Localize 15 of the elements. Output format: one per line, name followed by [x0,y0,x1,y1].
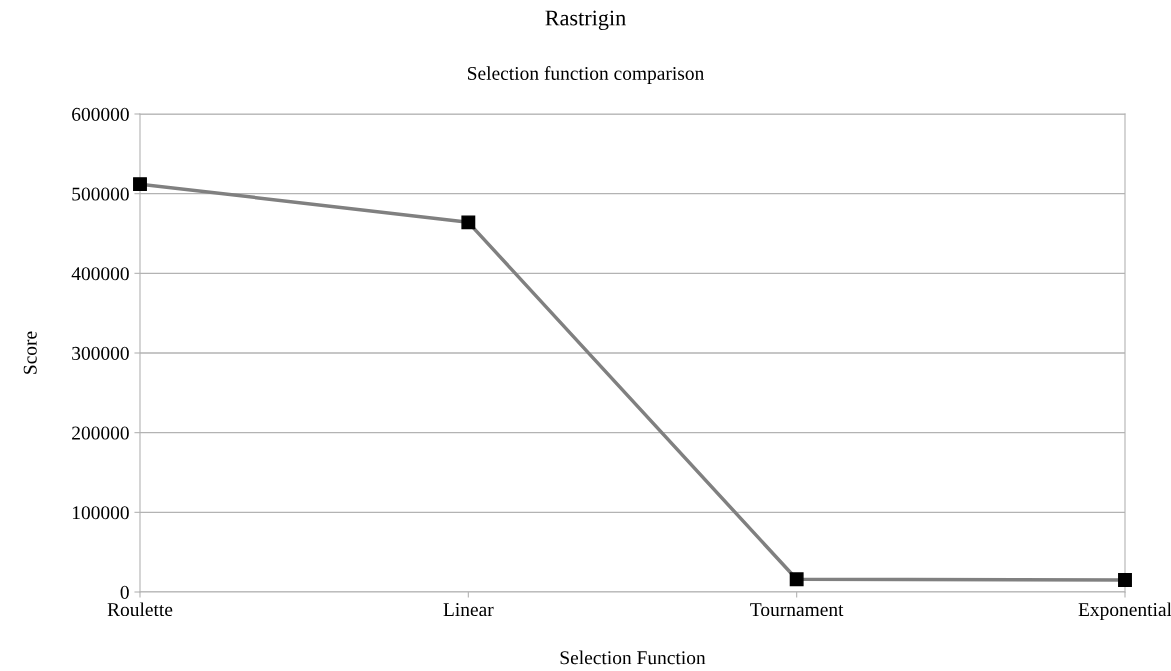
y-tick-label: 300000 [72,346,129,360]
x-tick-label: Roulette [107,602,173,617]
y-axis-title: Score [23,331,37,374]
y-tick-label: 500000 [72,187,129,201]
y-tick-label: 0 [120,585,129,599]
y-tick-label: 400000 [71,267,129,281]
x-axis-title: Selection Function [560,650,706,665]
y-tick-label: 600000 [72,107,129,121]
x-tick-label: Tournament [750,603,844,617]
x-tick-label: Exponential [1078,602,1171,621]
y-tick-label: 200000 [72,426,129,440]
chart-title: Rastrigin [545,10,626,31]
chart-subtitle: Selection function comparison [468,66,704,84]
y-tick-label: 100000 [72,506,129,520]
x-tick-label: Linear [443,603,494,617]
